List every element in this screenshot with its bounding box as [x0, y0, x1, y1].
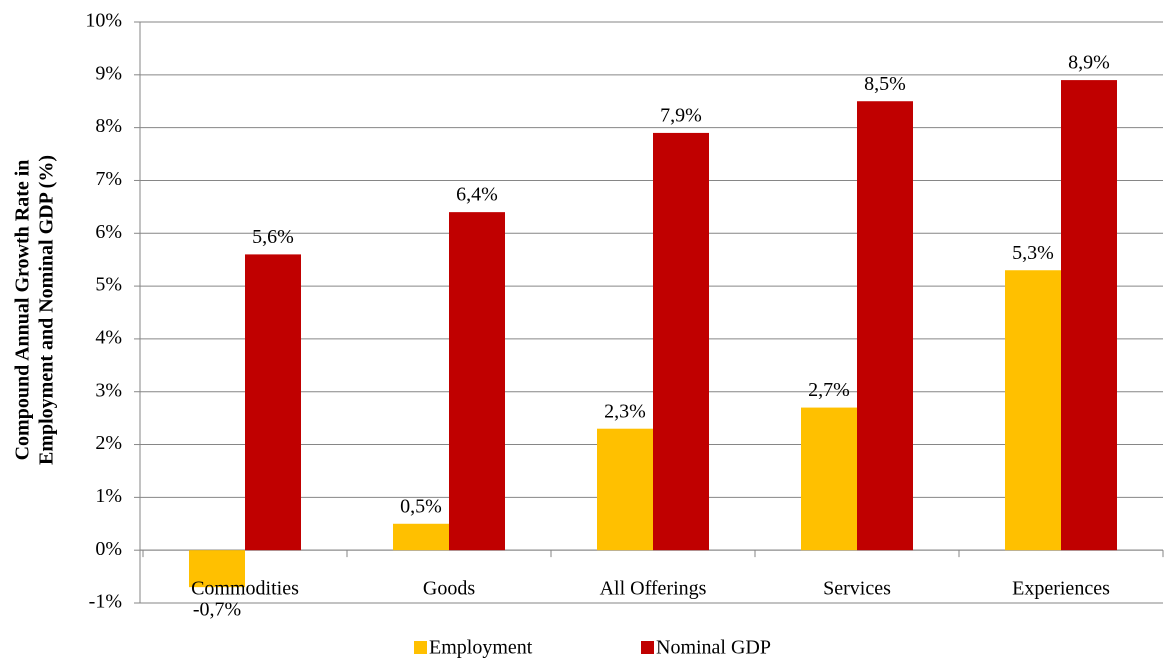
x-tick-label: Experiences — [1012, 578, 1110, 600]
y-tick-label: 2% — [95, 432, 122, 454]
data-label: 0,5% — [400, 495, 442, 517]
bar — [857, 101, 913, 551]
x-tick-label: Commodities — [191, 578, 299, 600]
data-label: 8,5% — [864, 73, 906, 95]
data-label: 6,4% — [456, 184, 498, 206]
bar — [1005, 270, 1061, 551]
legend-swatch — [414, 641, 427, 654]
y-tick-label: 6% — [95, 221, 122, 243]
y-tick-label: 1% — [95, 485, 122, 507]
bar — [449, 212, 505, 551]
y-tick-label: 4% — [95, 327, 122, 349]
bar — [393, 523, 449, 551]
x-tick-label: All Offerings — [600, 578, 707, 600]
y-tick-label: 0% — [95, 538, 122, 560]
data-label: 2,3% — [604, 400, 646, 422]
data-label: 2,7% — [808, 379, 850, 401]
data-label: 8,9% — [1068, 52, 1110, 74]
bar — [597, 428, 653, 551]
data-label: -0,7% — [193, 599, 241, 621]
x-tick-label: Services — [823, 578, 891, 600]
data-label: 5,6% — [252, 226, 294, 248]
bar — [653, 132, 709, 551]
y-axis-title-line: Employment and Nominal GDP (%) — [36, 155, 58, 465]
bar — [801, 407, 857, 551]
bar — [189, 550, 245, 588]
y-tick-label: 5% — [95, 274, 122, 296]
y-tick-label: 10% — [85, 10, 122, 32]
y-axis-title-line: Compound Annual Growth Rate in — [12, 160, 34, 461]
data-label: 5,3% — [1012, 242, 1054, 264]
y-axis-title: Compound Annual Growth Rate in Employmen… — [12, 155, 58, 465]
y-tick-label: 7% — [95, 168, 122, 190]
y-tick-label: 9% — [95, 62, 122, 84]
y-tick-label: 8% — [95, 115, 122, 137]
legend-label: Employment — [429, 637, 533, 659]
legend-swatch — [641, 641, 654, 654]
bar — [245, 254, 301, 551]
bar — [1061, 80, 1117, 551]
y-tick-label: 3% — [95, 379, 122, 401]
x-tick-label: Goods — [423, 578, 475, 600]
data-label: 7,9% — [660, 105, 702, 127]
y-tick-label: -1% — [89, 591, 122, 613]
legend-label: Nominal GDP — [656, 637, 771, 659]
